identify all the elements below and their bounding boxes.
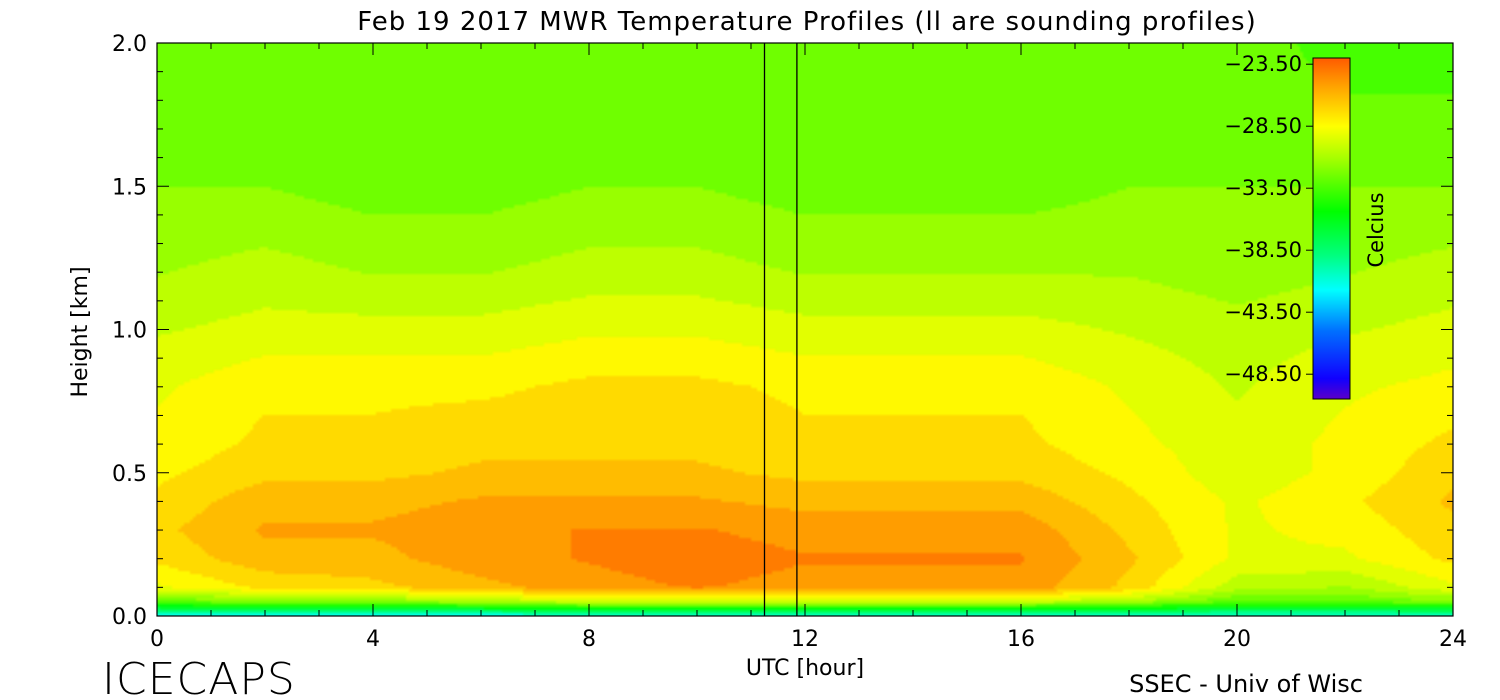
heatmap-plot-area	[157, 43, 1453, 616]
colorbar-gradient	[1312, 57, 1351, 400]
x-tick-label: 12	[791, 627, 819, 652]
x-axis-label: UTC [hour]	[746, 656, 864, 681]
y-tick-label: 1.0	[112, 319, 147, 344]
colorbar-tick-label: −48.50	[1224, 362, 1302, 386]
credit-text: SSEC - Univ of Wisc	[1129, 670, 1363, 698]
colorbar: −23.50 −28.50 −33.50 −38.50 −43.50 −48.50 Cel…	[1224, 52, 1388, 400]
colorbar-tick-label: −38.50	[1224, 238, 1302, 262]
x-tick-label: 16	[1007, 627, 1035, 652]
colorbar-tick-label: −23.50	[1224, 52, 1302, 76]
colorbar-label: Celcius	[1364, 192, 1388, 267]
x-tick-label: 8	[582, 627, 596, 652]
x-tick-label: 0	[150, 627, 164, 652]
x-axis-ticks: 0 4 8 12 16 20 24	[150, 43, 1467, 652]
temperature-heatmap	[157, 43, 1453, 616]
sounding-profile-lines	[763, 43, 798, 616]
y-axis-ticks: 0.0 0.5 1.0 1.5 2.0	[112, 32, 1453, 630]
y-axis-label: Height [km]	[68, 266, 93, 397]
x-tick-label: 20	[1223, 627, 1251, 652]
colorbar-ticks: −23.50 −28.50 −33.50 −38.50 −43.50 −48.50	[1224, 52, 1313, 386]
y-tick-label: 0.0	[112, 605, 147, 630]
x-tick-label: 4	[366, 627, 380, 652]
y-tick-label: 1.5	[112, 175, 147, 200]
chart-title: Feb 19 2017 MWR Temperature Profiles (ll…	[357, 7, 1257, 37]
icecaps-logo-text: ICECAPS	[102, 654, 296, 700]
y-tick-label: 0.5	[112, 462, 147, 487]
colorbar-tick-label: −28.50	[1224, 114, 1302, 138]
y-tick-label: 2.0	[112, 32, 147, 57]
colorbar-tick-label: −43.50	[1224, 300, 1302, 324]
x-tick-label: 24	[1439, 627, 1467, 652]
colorbar-tick-label: −33.50	[1224, 176, 1302, 200]
